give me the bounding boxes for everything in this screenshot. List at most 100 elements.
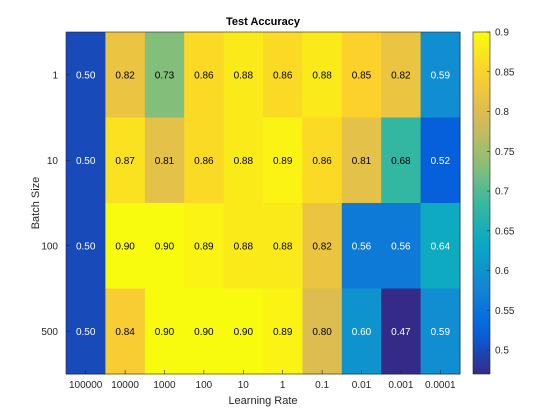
cell-value-label: 0.50 <box>76 156 96 167</box>
cell-value-label: 0.64 <box>431 241 451 252</box>
cell-value-label: 0.56 <box>391 241 411 252</box>
heatmap-cell <box>263 32 303 118</box>
cell-value-label: 0.59 <box>431 327 451 338</box>
heatmap-cell <box>341 117 382 204</box>
cell-value-label: 0.68 <box>391 156 411 167</box>
heatmap-cell <box>66 203 106 289</box>
x-tick-label: 100 <box>196 380 213 391</box>
cell-value-label: 0.90 <box>115 241 135 252</box>
heatmap-cell <box>263 203 303 289</box>
heatmap-cell <box>420 203 461 289</box>
cell-value-label: 0.89 <box>194 241 214 252</box>
y-tick-label: 100 <box>41 241 58 252</box>
y-tick-label: 500 <box>41 327 58 338</box>
heatmap-cell <box>66 32 106 118</box>
cell-value-label: 0.56 <box>352 241 372 252</box>
x-tick-label: 0.001 <box>388 380 413 391</box>
cell-value-label: 0.81 <box>352 156 372 167</box>
heatmap-cell <box>302 32 343 118</box>
x-axis-label: Learning Rate <box>228 395 297 407</box>
heatmap-cell <box>381 32 422 118</box>
x-tick-label: 1000 <box>153 380 176 391</box>
cell-value-label: 0.88 <box>234 156 254 167</box>
cell-value-label: 0.90 <box>234 327 254 338</box>
heatmap-cell <box>381 288 422 375</box>
cell-value-label: 0.88 <box>273 241 293 252</box>
heatmap-cell <box>105 117 146 204</box>
cell-value-label: 0.86 <box>273 70 293 81</box>
heatmap-cell <box>144 203 185 289</box>
x-tick-label: 0.1 <box>315 380 329 391</box>
heatmap-cell <box>420 32 461 118</box>
cell-value-label: 0.84 <box>115 327 135 338</box>
cell-value-label: 0.85 <box>352 70 372 81</box>
cell-value-label: 0.87 <box>115 156 135 167</box>
cell-value-label: 0.88 <box>234 241 254 252</box>
heatmap-cell <box>184 288 225 375</box>
cell-value-label: 0.89 <box>273 327 293 338</box>
cell-value-label: 0.59 <box>431 70 451 81</box>
colorbar-tick-label: 0.85 <box>495 67 515 78</box>
chart-title: Test Accuracy <box>226 16 301 28</box>
heatmap-cell <box>263 117 303 204</box>
cell-value-label: 0.90 <box>155 327 175 338</box>
colorbar-tick-label: 0.6 <box>495 266 509 277</box>
colorbar-tick-label: 0.65 <box>495 226 515 237</box>
heatmap-cell <box>420 288 461 375</box>
heatmap-cell <box>184 117 225 204</box>
x-tick-label: 10000 <box>111 380 139 391</box>
cell-value-label: 0.80 <box>312 327 332 338</box>
cell-value-label: 0.90 <box>194 327 214 338</box>
cell-value-label: 0.52 <box>431 156 451 167</box>
cell-value-label: 0.73 <box>155 70 175 81</box>
x-tick-label: 0.01 <box>352 380 372 391</box>
heatmap-cell <box>381 203 422 289</box>
x-tick-label: 1 <box>280 380 286 391</box>
y-axis-label: Batch Size <box>30 177 42 230</box>
colorbar-tick-label: 0.8 <box>495 107 509 118</box>
heatmap-cell <box>223 117 264 204</box>
heatmap-cell <box>223 203 264 289</box>
colorbar-tick-label: 0.9 <box>495 28 509 39</box>
heatmap-cell <box>184 32 225 118</box>
colorbar <box>472 31 491 375</box>
heatmap-cell <box>302 203 343 289</box>
heatmap-cell <box>144 288 185 375</box>
colorbar-tick-label: 0.75 <box>495 147 515 158</box>
x-tick-label: 10 <box>238 380 250 391</box>
y-tick-label: 1 <box>52 70 58 81</box>
cell-value-label: 0.88 <box>312 70 332 81</box>
heatmap-cell <box>105 288 146 375</box>
heatmap-cell <box>341 203 382 289</box>
heatmap-cell <box>420 117 461 204</box>
heatmap-cell <box>223 32 264 118</box>
y-axis-ticks: 1 10 100 500 <box>41 70 70 338</box>
cell-value-label: 0.89 <box>273 156 293 167</box>
heatmap-cells: 0.50 0.82 0.73 0.86 0.88 0.86 0.88 0.85 0.82 0.59… <box>66 32 461 375</box>
cell-value-label: 0.47 <box>391 327 411 338</box>
heatmap-cell <box>66 117 106 204</box>
cell-value-label: 0.50 <box>76 327 96 338</box>
heatmap-cell <box>263 288 303 375</box>
heatmap-cell <box>184 203 225 289</box>
cell-value-label: 0.82 <box>391 70 411 81</box>
x-axis-ticks: 100000 10000 1000 100 10 1 0.1 0.01 0.001 0.0001 <box>69 370 456 391</box>
heatmap-cell <box>341 288 382 375</box>
heatmap-cell <box>223 288 264 375</box>
heatmap-cell <box>341 32 382 118</box>
colorbar-ticks: 0.5 0.55 0.6 0.65 0.7 0.75 0.8 0.85 0.9 <box>487 28 515 357</box>
cell-value-label: 0.81 <box>155 156 175 167</box>
cell-value-label: 0.82 <box>312 241 332 252</box>
cell-value-label: 0.86 <box>194 70 214 81</box>
x-tick-label: 100000 <box>69 380 103 391</box>
heatmap-cell <box>381 117 422 204</box>
cell-value-label: 0.82 <box>115 70 135 81</box>
heatmap-cell <box>105 32 146 118</box>
plot-frame <box>65 31 461 375</box>
cell-value-label: 0.88 <box>234 70 254 81</box>
heatmap-cell <box>302 288 343 375</box>
cell-value-label: 0.86 <box>312 156 332 167</box>
cell-value-label: 0.50 <box>76 241 96 252</box>
cell-value-label: 0.86 <box>194 156 214 167</box>
